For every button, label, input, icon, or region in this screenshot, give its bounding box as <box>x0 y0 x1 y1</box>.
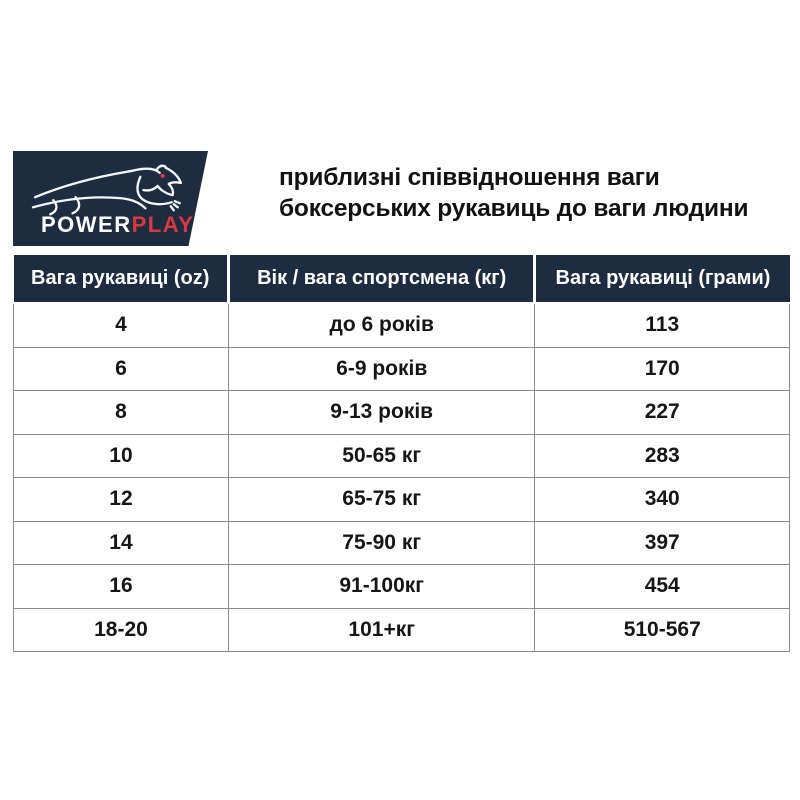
table-cell: 50-65 кг <box>227 433 536 478</box>
header-cell-glove-weight-grams: Вага рукавиці (грами) <box>533 255 790 304</box>
table-cell: 91-100кг <box>227 564 536 609</box>
table-row: 8 9-13 років 227 <box>13 390 790 435</box>
title-line-2: боксерських рукавиць до ваги людини <box>279 195 749 222</box>
table-row: 12 65-75 кг 340 <box>13 477 790 522</box>
table-header-row: Вага рукавиці (oz) Вік / вага спортсмена… <box>13 255 790 304</box>
logo-text-power: POWER <box>41 212 132 237</box>
logo-wordmark: POWERPLAY® <box>41 210 202 238</box>
logo-text-play: PLAY <box>131 212 195 237</box>
table-cell: 227 <box>534 390 790 435</box>
table-cell: 10 <box>13 433 229 478</box>
table-cell: 65-75 кг <box>227 477 536 522</box>
table-cell: 113 <box>534 302 790 348</box>
table-cell: 18-20 <box>13 607 229 652</box>
table-cell: 510-567 <box>534 607 790 652</box>
panther-eye <box>160 173 165 178</box>
table-row: 16 91-100кг 454 <box>13 564 790 609</box>
table-cell: 283 <box>534 433 790 478</box>
table-row: 10 50-65 кг 283 <box>13 433 790 478</box>
title-line-1: приблизні співвідношення ваги <box>279 164 660 191</box>
registered-trademark-icon: ® <box>194 210 202 221</box>
table-header: Вага рукавиці (oz) Вік / вага спортсмена… <box>13 255 790 304</box>
table-cell: 170 <box>534 346 790 391</box>
table-cell: 6 <box>13 346 229 391</box>
page-title: приблизні співвідношення ваги боксерськи… <box>279 162 749 224</box>
table-cell: 16 <box>13 564 229 609</box>
glove-size-table: Вага рукавиці (oz) Вік / вага спортсмена… <box>13 255 790 652</box>
table-cell: 340 <box>534 477 790 522</box>
table-cell: 14 <box>13 520 229 565</box>
table-row: 18-20 101+кг 510-567 <box>13 607 790 652</box>
table-cell: 8 <box>13 390 229 435</box>
table-cell: 6-9 років <box>227 346 536 391</box>
table-cell: 9-13 років <box>227 390 536 435</box>
table-cell: 75-90 кг <box>227 520 536 565</box>
table-row: 14 75-90 кг 397 <box>13 520 790 565</box>
table-body: 4 до 6 років 113 6 6-9 років 170 8 9-13 років 22… <box>13 302 790 652</box>
table-cell: до 6 років <box>227 302 536 348</box>
panther-icon <box>31 164 183 216</box>
table-cell: 4 <box>13 302 229 348</box>
table-row: 6 6-9 років 170 <box>13 346 790 391</box>
header-cell-age-athlete-weight: Вік / вага спортсмена (кг) <box>226 255 535 304</box>
table-cell: 397 <box>534 520 790 565</box>
table-row: 4 до 6 років 113 <box>13 302 790 348</box>
table-cell: 101+кг <box>227 607 536 652</box>
table-cell: 12 <box>13 477 229 522</box>
powerplay-logo: POWERPLAY® <box>13 151 208 246</box>
table-cell: 454 <box>534 564 790 609</box>
header-cell-glove-weight-oz: Вага рукавиці (oz) <box>13 255 229 304</box>
